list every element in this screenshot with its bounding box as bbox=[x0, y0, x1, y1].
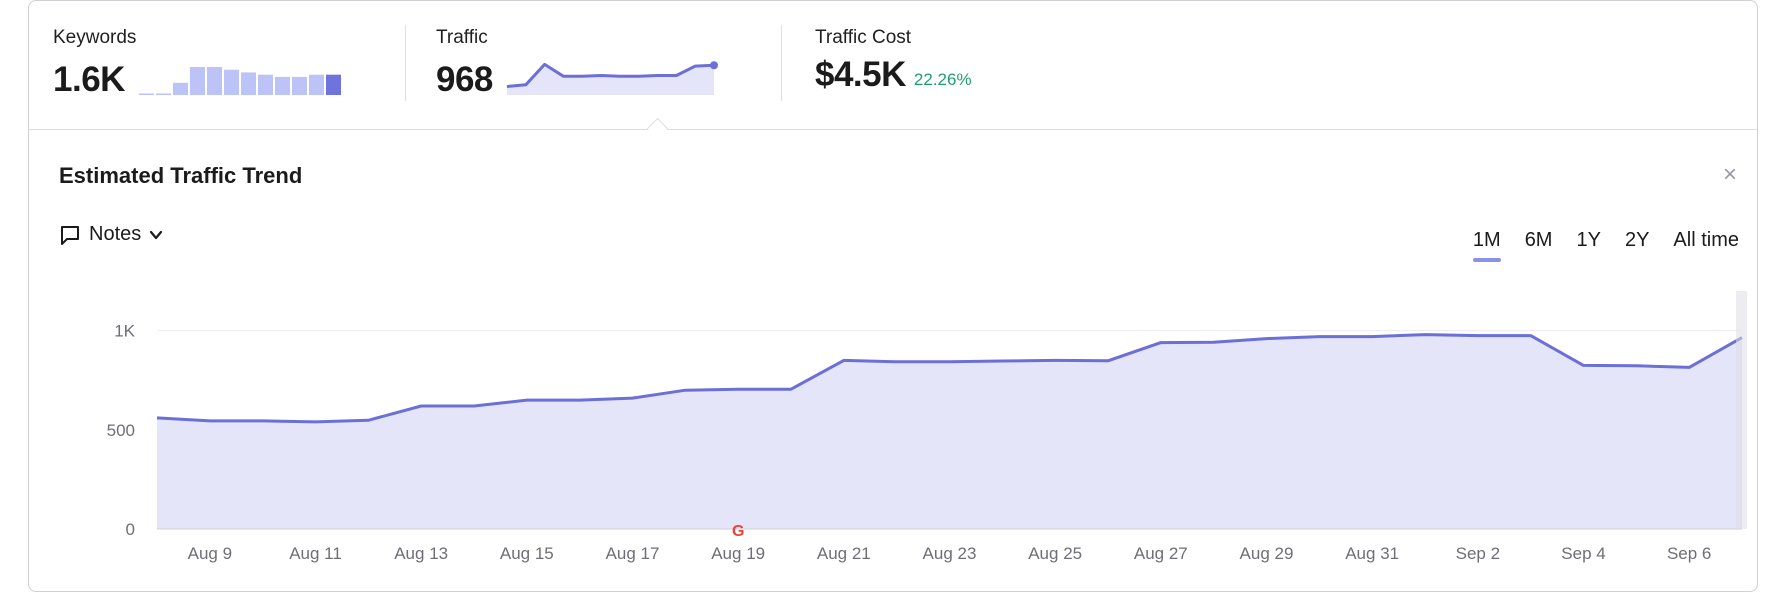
keyword-bar bbox=[138, 93, 154, 95]
keywords-value: 1.6K bbox=[53, 60, 125, 99]
range-tab-2y[interactable]: 2Y bbox=[1624, 229, 1650, 251]
x-tick-label: Aug 15 bbox=[500, 544, 554, 563]
x-tick-label: Aug 21 bbox=[817, 544, 871, 563]
notes-label: Notes bbox=[89, 223, 142, 245]
metric-divider bbox=[781, 25, 782, 101]
traffic-cost-value: $4.5K bbox=[815, 55, 906, 94]
traffic-value: 968 bbox=[436, 60, 493, 99]
notes-dropdown[interactable]: Notes bbox=[59, 223, 163, 246]
keywords-label: Keywords bbox=[53, 27, 137, 48]
range-tab-6m[interactable]: 6M bbox=[1524, 229, 1553, 251]
traffic-metric[interactable]: Traffic 968 bbox=[436, 27, 728, 97]
traffic-sparkline bbox=[506, 61, 718, 95]
traffic-cost-metric[interactable]: Traffic Cost $4.5K 22.26% bbox=[815, 27, 972, 92]
x-tick-label: Aug 25 bbox=[1028, 544, 1082, 563]
keyword-bar bbox=[291, 76, 307, 95]
x-tick-label: Aug 9 bbox=[188, 544, 232, 563]
traffic-spark-line bbox=[506, 62, 714, 88]
metric-divider bbox=[405, 25, 406, 101]
keyword-bar bbox=[206, 67, 222, 95]
traffic-label: Traffic bbox=[436, 27, 488, 48]
x-tick-label: Aug 19 bbox=[711, 544, 765, 563]
chevron-down-icon bbox=[150, 230, 163, 239]
keyword-bar bbox=[274, 76, 290, 95]
y-tick-label: 0 bbox=[126, 520, 135, 539]
keyword-bar bbox=[325, 74, 341, 95]
keywords-metric[interactable]: Keywords 1.6K bbox=[53, 27, 365, 97]
hover-band[interactable] bbox=[1736, 291, 1747, 529]
x-tick-label: Aug 13 bbox=[394, 544, 448, 563]
x-tick-label: Aug 31 bbox=[1345, 544, 1399, 563]
trend-title: Estimated Traffic Trend bbox=[59, 163, 303, 188]
range-tab-1y[interactable]: 1Y bbox=[1576, 229, 1601, 251]
comment-icon bbox=[61, 225, 79, 245]
close-icon[interactable]: × bbox=[1722, 161, 1737, 188]
x-tick-label: Sep 6 bbox=[1667, 544, 1711, 563]
traffic-overview-card: Keywords 1.6K Traffic 968 Traffic Cost $… bbox=[28, 0, 1758, 592]
x-tick-label: Aug 27 bbox=[1134, 544, 1188, 563]
x-tick-label: Sep 2 bbox=[1456, 544, 1500, 563]
keyword-bar bbox=[308, 74, 324, 95]
x-tick-label: Sep 4 bbox=[1561, 544, 1605, 563]
keyword-bar bbox=[189, 67, 205, 95]
time-range-tabs: 1M 6M 1Y 2Y All time bbox=[1449, 229, 1739, 262]
x-tick-label: Aug 23 bbox=[923, 544, 977, 563]
keyword-bar bbox=[257, 74, 273, 95]
keyword-bar bbox=[240, 72, 256, 95]
x-tick-label: Aug 17 bbox=[606, 544, 660, 563]
range-tab-all-time[interactable]: All time bbox=[1673, 229, 1739, 251]
traffic-cost-label: Traffic Cost bbox=[815, 27, 912, 48]
keyword-bar bbox=[155, 93, 171, 95]
range-tab-1m[interactable]: 1M bbox=[1472, 229, 1501, 262]
traffic-spark-endpoint bbox=[709, 61, 718, 70]
x-tick-label: Aug 29 bbox=[1240, 544, 1294, 563]
traffic-line bbox=[156, 333, 1743, 424]
traffic-area bbox=[157, 334, 1742, 529]
traffic-trend-chart: 0 500 1K Aug 9 Aug 11 Aug 13 Aug 15 Aug 17 Aug 1… bbox=[107, 291, 1747, 563]
annotation-label: G bbox=[732, 523, 744, 540]
traffic-cost-change: 22.26% bbox=[913, 70, 972, 89]
active-metric-pointer bbox=[646, 117, 669, 140]
metrics-divider bbox=[29, 129, 1757, 130]
google-update-icon[interactable]: G bbox=[732, 523, 744, 540]
y-tick-label: 500 bbox=[107, 421, 135, 440]
keywords-sparkline bbox=[138, 67, 341, 95]
y-tick-label: 1K bbox=[114, 322, 135, 341]
keyword-bar bbox=[223, 69, 239, 95]
keyword-bar bbox=[172, 82, 188, 95]
traffic-spark-area bbox=[506, 64, 714, 95]
x-tick-label: Aug 11 bbox=[289, 544, 342, 563]
